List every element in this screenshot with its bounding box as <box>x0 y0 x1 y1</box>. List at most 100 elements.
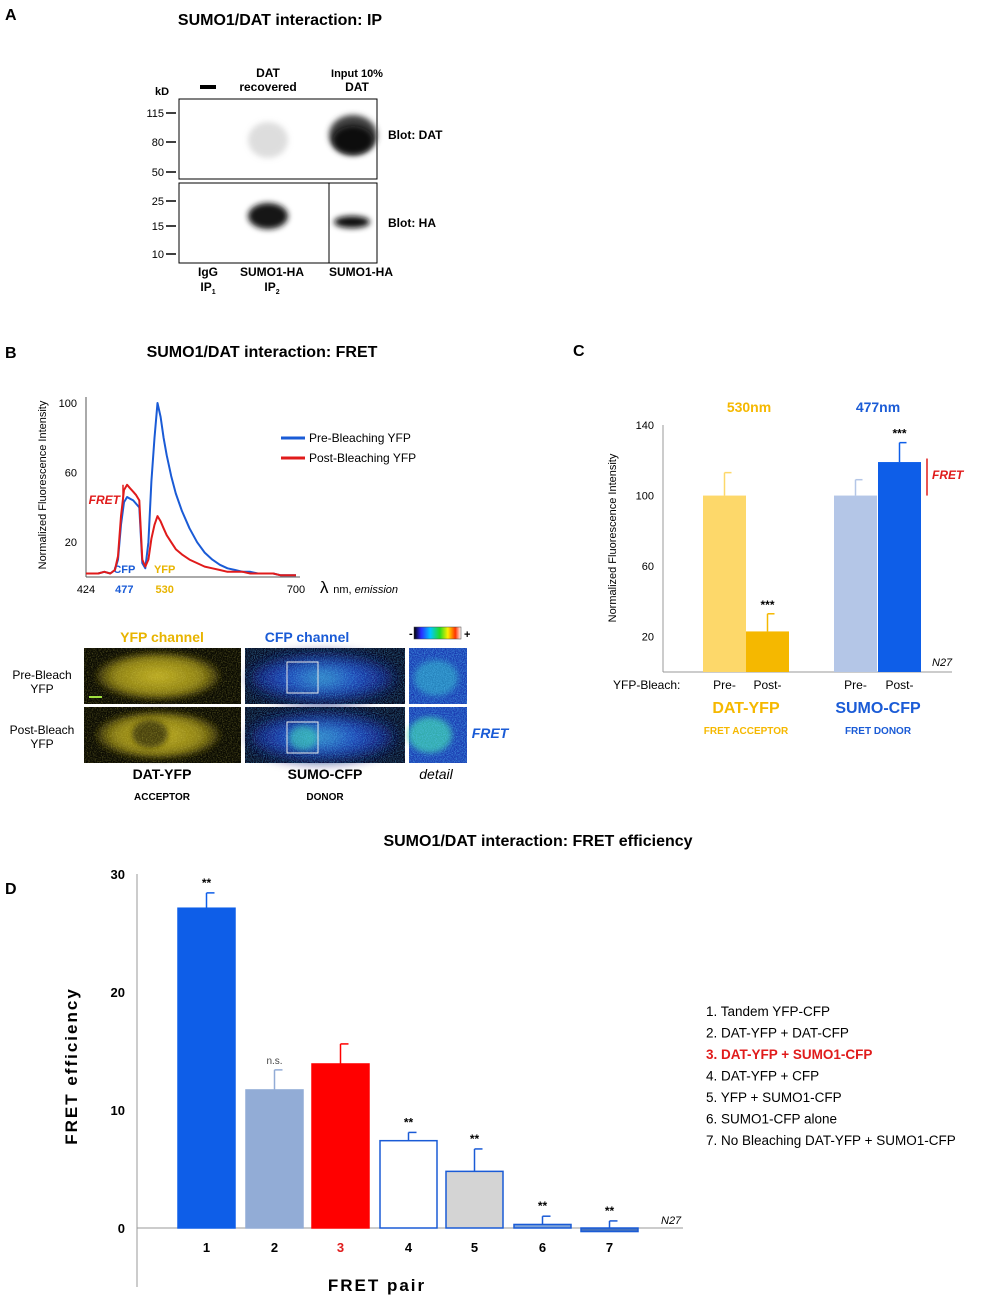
bar-d-y-tick-0: 0 <box>118 1221 125 1236</box>
legend-item-2: 2. DAT-YFP + DAT-CFP <box>706 1026 849 1041</box>
bar-d-category-6: 6 <box>539 1240 546 1255</box>
bar-c-y-tick-20: 20 <box>642 632 654 644</box>
bar-d-2 <box>245 1089 304 1229</box>
lane-label-1-line2: IP2 <box>264 280 279 296</box>
panel-d: D SUMO1/DAT interaction: FRET efficiency… <box>5 833 956 1295</box>
lane-label-1-line1: SUMO1-HA <box>240 265 304 279</box>
spectrum-marker-value-477: 477 <box>115 584 133 596</box>
spectrum-y-tick-100: 100 <box>59 398 77 410</box>
bar-c-significance-1: *** <box>760 598 774 612</box>
lane-label-2-line1: SUMO1-HA <box>329 265 393 279</box>
scale-plus: + <box>464 629 470 641</box>
band-sumo1-ip <box>248 203 288 229</box>
panel-d-title: SUMO1/DAT interaction: FRET efficiency <box>383 833 692 850</box>
bar-c-0 <box>703 495 746 672</box>
ladder-top-50: 50 <box>152 167 164 179</box>
row-label-post-line1: Post-Bleach <box>10 723 75 737</box>
group-name-1: SUMO-CFP <box>835 700 921 717</box>
col-header-input-line2: DAT <box>345 80 369 94</box>
cfp-pre-roi <box>286 661 319 694</box>
spectrum-fret-annotation: FRET <box>89 493 122 507</box>
legend-item-5: 5. YFP + SUMO1-CFP <box>706 1090 842 1105</box>
bar-c-category-1: Post- <box>753 678 781 692</box>
kd-label: kD <box>155 86 169 98</box>
intensity-colorbar <box>413 626 462 640</box>
bar-d-x-label: FRET pair <box>328 1276 426 1295</box>
ladder-bottom-10: 10 <box>152 249 164 261</box>
detail-post-image <box>408 707 467 763</box>
caption-sumo-cfp: SUMO-CFP <box>288 766 363 782</box>
spectrum-y-tick-60: 60 <box>65 468 77 480</box>
bar-d-y-tick-30: 30 <box>111 867 125 882</box>
bar-c-y-label: Normalized Fluorescence Intensity <box>607 453 619 622</box>
legend-label-0: Pre-Bleaching YFP <box>309 431 411 445</box>
group-sub-1: FRET DONOR <box>845 726 912 737</box>
bar-c-1 <box>746 631 789 672</box>
yfp-post-image <box>84 707 241 763</box>
bar-c-n-label: N27 <box>932 657 953 669</box>
bar-d-category-4: 4 <box>405 1240 413 1255</box>
col-header-dat-line2: recovered <box>239 80 296 94</box>
col-header-input-line1: Input 10% <box>331 68 383 80</box>
bar-c-3 <box>878 462 921 672</box>
scale-minus: - <box>409 628 413 640</box>
bar-d-significance-2: n.s. <box>266 1056 282 1067</box>
bar-d-significance-7: ** <box>605 1204 615 1218</box>
spectrum-marker-value-530: 530 <box>155 584 173 596</box>
ladder-bottom-25: 25 <box>152 196 164 208</box>
bar-d-significance-5: ** <box>470 1132 480 1146</box>
bar-d-category-5: 5 <box>471 1240 478 1255</box>
spectrum-marker-CFP: CFP <box>113 564 135 576</box>
caption-detail: detail <box>419 766 453 782</box>
wavelength-label-0: 530nm <box>727 399 771 415</box>
spectrum-y-tick-20: 20 <box>65 537 77 549</box>
bar-d-n-label: N27 <box>661 1215 682 1227</box>
bar-d-y-tick-10: 10 <box>111 1103 125 1118</box>
spectrum-marker-YFP: YFP <box>154 564 175 576</box>
bar-c-category-2: Pre- <box>844 678 867 692</box>
cfp-post-roi <box>286 721 319 754</box>
ladder-bottom-15: 15 <box>152 221 164 233</box>
fret-efficiency-chart: FRET efficiency FRET pair 0 10 20 30 ** 1 n.s. 2 3… <box>62 867 683 1295</box>
dash-mark <box>200 85 216 89</box>
bar-d-significance-4: ** <box>404 1115 414 1129</box>
panel-c-letter: C <box>573 343 585 360</box>
bar-d-category-1: 1 <box>203 1240 210 1255</box>
mw-ladder: 115 80 50 25 15 10 <box>146 108 176 261</box>
lane-label-0-line1: IgG <box>198 265 218 279</box>
legend-item-7: 7. No Bleaching DAT-YFP + SUMO1-CFP <box>706 1133 956 1148</box>
legend-label-1: Post-Bleaching YFP <box>309 451 416 465</box>
bar-c-significance-3: *** <box>892 427 906 441</box>
bleach-label: YFP-Bleach: <box>613 678 680 692</box>
band-dat-recovered <box>248 122 288 158</box>
ladder-top-80: 80 <box>152 137 164 149</box>
blot-top-bands <box>248 115 377 158</box>
bar-d-significance-6: ** <box>538 1199 548 1213</box>
band-sumo1-input <box>334 216 370 228</box>
legend-item-1: 1. Tandem YFP-CFP <box>706 1004 830 1019</box>
spectrum-x-tick-424: 424 <box>77 584 95 596</box>
bar-c-y-tick-140: 140 <box>636 420 654 432</box>
spectrum-y-label: Normalized Fluorescence Intensity <box>37 400 49 569</box>
panel-d-letter: D <box>5 881 17 898</box>
bar-d-y-tick-20: 20 <box>111 985 125 1000</box>
legend-item-6: 6. SUMO1-CFP alone <box>706 1112 837 1127</box>
bar-c-2 <box>834 495 877 672</box>
detail-pre-image <box>409 648 467 704</box>
row-label-pre-line1: Pre-Bleach <box>12 668 71 682</box>
caption-donor: DONOR <box>306 792 344 803</box>
bar-d-1 <box>177 907 236 1229</box>
yfp-channel-title: YFP channel <box>120 629 204 645</box>
caption-acceptor: ACCEPTOR <box>134 792 191 803</box>
spectrum-x-tick-700: 700 <box>287 584 305 596</box>
spectrum-chart: Normalized Fluorescence Intensity 100 60 20… <box>37 397 416 597</box>
panel-b-title: SUMO1/DAT interaction: FRET <box>147 344 378 361</box>
cfp-channel-title: CFP channel <box>265 629 350 645</box>
legend-item-3: 3. DAT-YFP + SUMO1-CFP <box>706 1047 872 1062</box>
panel-c: C Normalized Fluorescence Intensity 20 60 1… <box>573 343 965 737</box>
bar-d-5 <box>445 1170 504 1229</box>
bar-c-category-3: Post- <box>885 678 913 692</box>
bar-c-fret-annotation: FRET <box>932 468 965 482</box>
